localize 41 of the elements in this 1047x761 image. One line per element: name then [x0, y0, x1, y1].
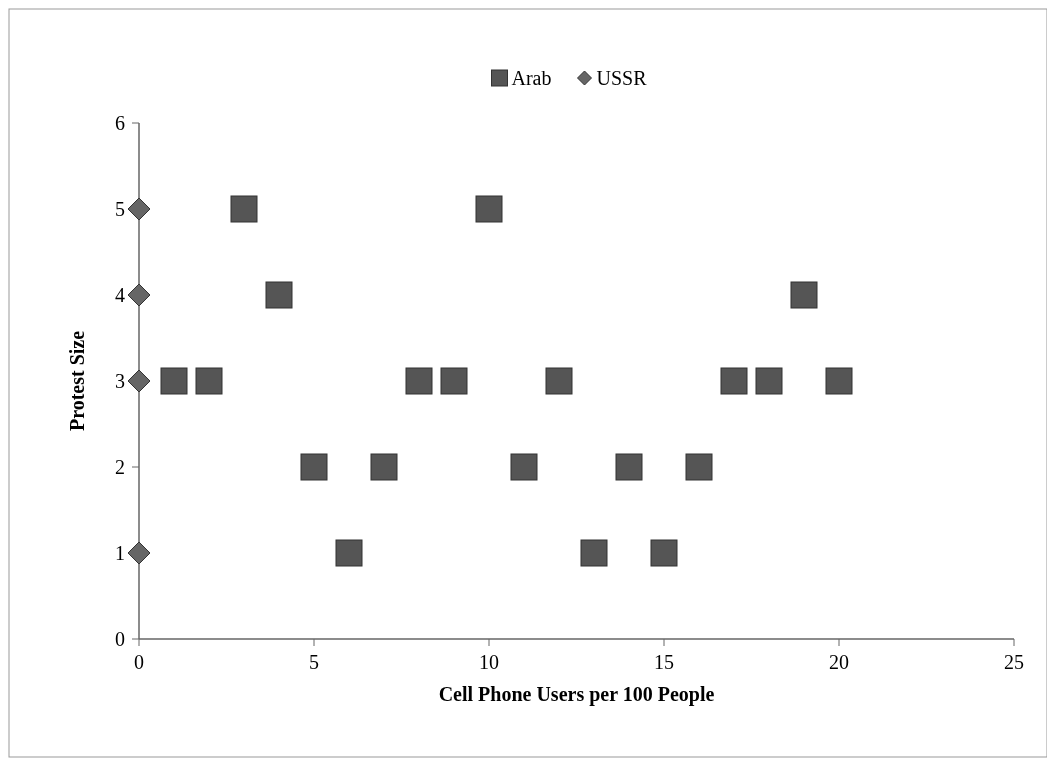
- point: [405, 367, 433, 395]
- x-tick-label: 0: [134, 651, 144, 673]
- y-tick-label: 2: [115, 456, 125, 478]
- x-tick-label: 5: [309, 651, 319, 673]
- x-axis-title: Cell Phone Users per 100 People: [438, 683, 715, 706]
- point: [510, 453, 538, 481]
- point: [440, 367, 468, 395]
- point: [720, 367, 748, 395]
- point: [615, 453, 643, 481]
- point: [335, 539, 363, 567]
- point: [825, 367, 853, 395]
- y-axis-title: Protest Size: [66, 330, 88, 432]
- point: [475, 195, 503, 223]
- point: [580, 539, 608, 567]
- point: [127, 541, 151, 565]
- point: [265, 281, 293, 309]
- point: [755, 367, 783, 395]
- legend-label: Arab: [511, 67, 552, 89]
- legend-label: USSR: [596, 67, 648, 89]
- point: [160, 367, 188, 395]
- point: [790, 281, 818, 309]
- point: [685, 453, 713, 481]
- y-tick-label: 4: [115, 284, 125, 306]
- x-tick-label: 25: [1004, 651, 1024, 673]
- point: [127, 369, 151, 393]
- x-tick-label: 15: [654, 651, 674, 673]
- point: [127, 283, 151, 307]
- point: [300, 453, 328, 481]
- x-tick-label: 20: [829, 651, 849, 673]
- point: [650, 539, 678, 567]
- y-tick-label: 1: [115, 542, 125, 564]
- point: [195, 367, 223, 395]
- y-tick-label: 3: [115, 370, 125, 392]
- point: [127, 197, 151, 221]
- y-tick-label: 0: [115, 628, 125, 650]
- x-tick-label: 10: [479, 651, 499, 673]
- y-tick-label: 5: [115, 198, 125, 220]
- point: [545, 367, 573, 395]
- point: [370, 453, 398, 481]
- y-tick-label: 6: [115, 112, 125, 134]
- point: [230, 195, 258, 223]
